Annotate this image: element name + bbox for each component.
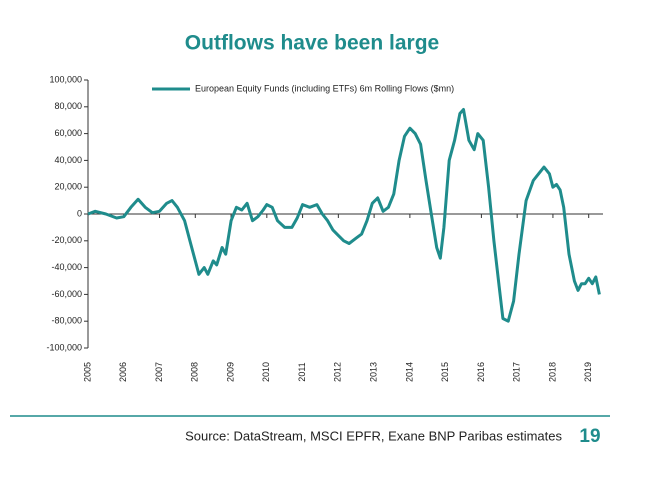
y-tick-label: -80,000 bbox=[51, 316, 82, 326]
chart-title: Outflows have been large bbox=[185, 32, 439, 55]
x-tick-label: 2005 bbox=[82, 362, 92, 382]
x-tick-label: 2006 bbox=[118, 362, 128, 382]
y-tick-label: 40,000 bbox=[54, 155, 82, 165]
x-tick-label: 2019 bbox=[583, 362, 593, 382]
y-tick-label: 60,000 bbox=[54, 128, 82, 138]
y-tick-label: 20,000 bbox=[54, 182, 82, 192]
x-tick-label: 2009 bbox=[225, 362, 235, 382]
y-tick-label: 100,000 bbox=[49, 74, 82, 84]
y-tick-label: 80,000 bbox=[54, 101, 82, 111]
x-tick-label: 2008 bbox=[190, 362, 200, 382]
x-tick-label: 2007 bbox=[154, 362, 164, 382]
x-tick-label: 2013 bbox=[368, 362, 378, 382]
legend-label: European Equity Funds (including ETFs) 6… bbox=[195, 83, 454, 93]
x-tick-label: 2012 bbox=[333, 362, 343, 382]
source: Source: DataStream, MSCI EPFR, Exane BNP… bbox=[185, 428, 562, 443]
y-tick-label: -100,000 bbox=[46, 342, 82, 352]
x-tick-label: 2014 bbox=[404, 362, 414, 382]
x-tick-label: 2018 bbox=[547, 362, 557, 382]
x-tick-label: 2015 bbox=[440, 362, 450, 382]
page-number: 19 bbox=[579, 426, 600, 447]
y-tick-label: -40,000 bbox=[51, 262, 82, 272]
series-line bbox=[87, 108, 601, 323]
x-tick-label: 2017 bbox=[512, 362, 522, 382]
x-tick-label: 2011 bbox=[297, 362, 307, 381]
y-tick-label: 0 bbox=[77, 208, 82, 218]
x-tick-label: 2016 bbox=[476, 362, 486, 382]
y-tick-label: -60,000 bbox=[51, 289, 82, 299]
y-tick-label: -20,000 bbox=[51, 235, 82, 245]
x-tick-label: 2010 bbox=[261, 362, 271, 382]
